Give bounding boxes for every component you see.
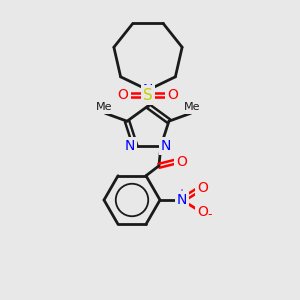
Text: O: O: [118, 88, 128, 102]
Text: -: -: [208, 208, 212, 221]
Text: N: N: [177, 193, 187, 207]
Text: O: O: [198, 181, 208, 195]
Text: Me: Me: [96, 102, 112, 112]
Text: N: N: [161, 139, 171, 153]
Text: S: S: [143, 88, 153, 103]
Text: N: N: [143, 83, 153, 97]
Text: +: +: [177, 188, 185, 198]
Text: O: O: [198, 205, 208, 219]
Text: Me: Me: [184, 102, 200, 112]
Text: O: O: [176, 155, 188, 169]
Text: N: N: [125, 139, 135, 153]
Text: O: O: [168, 88, 178, 102]
